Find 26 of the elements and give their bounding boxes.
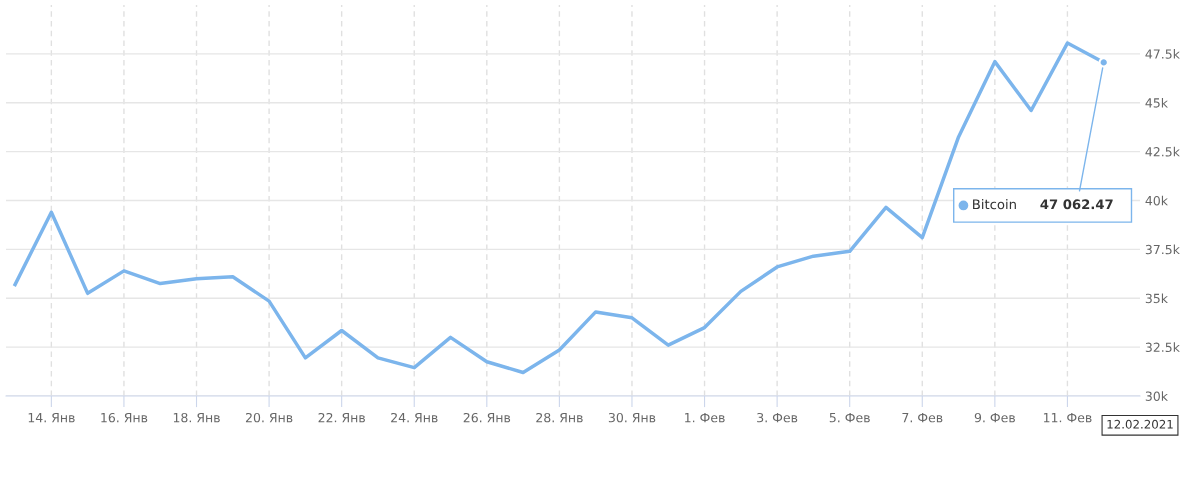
- annotation: 47 062.47: [1040, 199, 1113, 210]
- y-tick-label: 47.5k: [1145, 49, 1180, 59]
- x-tick-label: 14. Янв: [28, 413, 75, 423]
- legend-label: Bitcoin: [973, 199, 1016, 210]
- y-tick-label: 45k: [1145, 97, 1168, 108]
- y-tick-label: 42.5k: [1145, 146, 1180, 157]
- y-tick-label: 35k: [1145, 293, 1168, 304]
- x-tick-label: 24. Янв: [391, 412, 438, 423]
- y-tick-label: 32.5k: [1145, 342, 1180, 353]
- text: 12.02.2021: [1107, 419, 1173, 429]
- x-tick-label: 16. Янв: [101, 412, 148, 423]
- x-tick-label: 26. Янв: [463, 412, 511, 423]
- y-tick-label: 37.5k: [1145, 244, 1180, 255]
- x-tick-label: 22. Янв: [318, 412, 365, 423]
- x-tick-label: 1. Фев: [685, 413, 725, 423]
- x-tick-label: 3. Фев: [757, 412, 798, 423]
- x-tick-label: 30. Янв: [608, 412, 656, 423]
- x-tick-label: 28. Янв: [536, 412, 583, 423]
- x-tick-label: 5. Фев: [829, 413, 870, 423]
- x-tick-label: 7. Фев: [902, 413, 943, 423]
- y-tick-label: 30k: [1145, 391, 1168, 401]
- x-tick-label: 18. Янв: [173, 412, 220, 423]
- x-tick-label: 9. Фев: [974, 412, 1015, 423]
- x-tick-label: 11. Фев: [1043, 413, 1092, 423]
- y-tick-label: 40k: [1145, 195, 1168, 206]
- x-tick-label: 20. Янв: [245, 412, 293, 423]
